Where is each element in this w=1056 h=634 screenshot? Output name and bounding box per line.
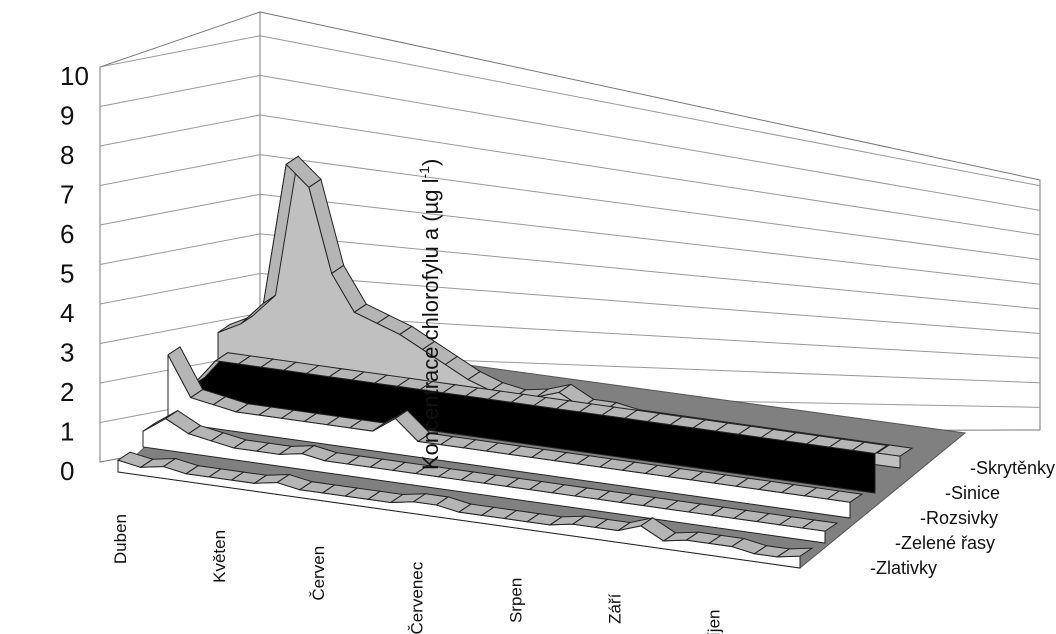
gridline-left xyxy=(99,154,261,186)
x-category-label: Květen xyxy=(210,530,229,583)
x-category-label: Duben xyxy=(111,514,130,564)
series-axis-label: -Skrytěnky xyxy=(970,458,1055,478)
x-category-label: Červen xyxy=(309,546,328,601)
y-tick-label: 1 xyxy=(60,417,74,447)
y-tick-label: 2 xyxy=(60,377,74,407)
y-tick-label: 5 xyxy=(60,259,74,289)
back-wall xyxy=(259,11,1041,433)
gridline-back xyxy=(259,35,1041,187)
series-ribbons xyxy=(116,155,914,569)
y-tick-label: 10 xyxy=(60,61,89,91)
series-edge xyxy=(825,490,864,503)
x-category-label: Září xyxy=(605,593,624,624)
series-axis-label: -Zelené řasy xyxy=(895,533,995,553)
series-axis-label: -Zlativky xyxy=(870,558,937,578)
y-tick-label: 8 xyxy=(60,140,74,170)
series-axis-labels: -Zlativky -Zelené řasy -Rozsivky -Sinice -Sk… xyxy=(870,458,1055,578)
y-axis-label-main: Koncentrace chlorofylu a (µg l xyxy=(418,179,443,471)
gridline-back xyxy=(259,233,1041,310)
y-tick-label: 7 xyxy=(60,180,74,210)
x-axis-ticks: Duben Květen Červen Červenec Srpen Září Říjen xyxy=(111,514,723,634)
gridline-back xyxy=(259,74,1041,211)
series-edge xyxy=(850,441,889,455)
gridline-left xyxy=(99,193,261,226)
gridline-back xyxy=(259,154,1041,261)
x-category-label: Říjen xyxy=(704,610,723,634)
series-axis-label: -Rozsivky xyxy=(920,508,998,528)
x-category-label: Červenec xyxy=(408,561,427,634)
series-edge xyxy=(800,519,839,532)
y-axis-label-close: ) xyxy=(418,159,443,166)
y-tick-label: 0 xyxy=(60,456,74,486)
series-edge xyxy=(775,547,814,558)
y-tick-label: 6 xyxy=(60,219,74,249)
gridline-left xyxy=(99,35,261,68)
y-axis-label: Koncentrace chlorofylu a (µg l-1) xyxy=(416,159,443,470)
y-axis-label-superscript: -1 xyxy=(416,166,432,179)
y-tick-label: 9 xyxy=(60,101,74,131)
y-axis-ticks: 0 1 2 3 4 5 6 7 8 9 10 xyxy=(60,61,89,486)
gridline-left xyxy=(99,273,261,305)
x-category-label: Srpen xyxy=(507,578,526,623)
gridline-left xyxy=(99,312,261,344)
gridline-back xyxy=(259,193,1041,285)
gridline-left xyxy=(99,114,261,147)
gridline-back xyxy=(259,114,1041,236)
series-edge xyxy=(875,444,914,457)
gridline-back xyxy=(259,273,1041,335)
y-tick-label: 4 xyxy=(60,298,74,328)
y-tick-label: 3 xyxy=(60,338,74,368)
series-axis-label: -Sinice xyxy=(945,483,1000,503)
gridline-left xyxy=(99,233,261,265)
gridline-left xyxy=(99,74,261,107)
